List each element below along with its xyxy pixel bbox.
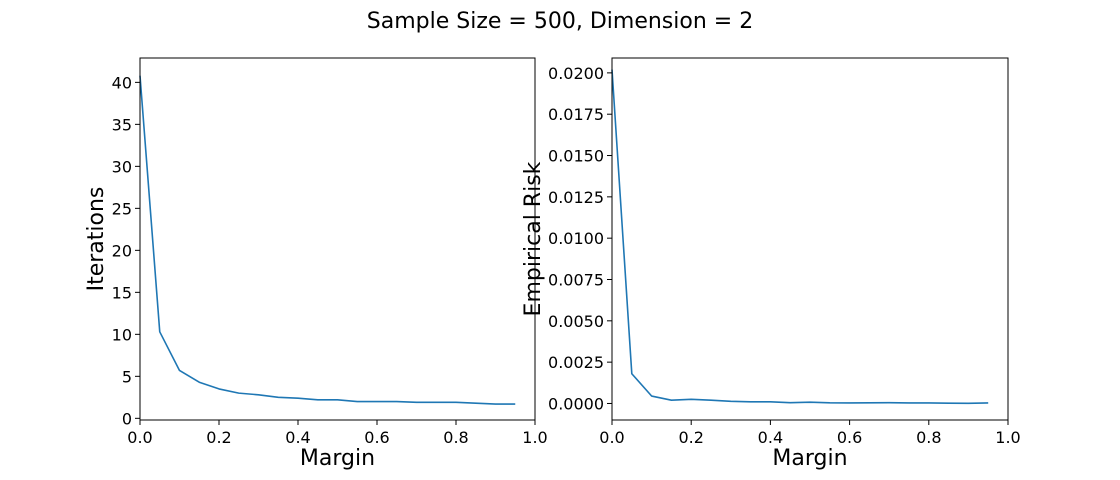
y-tick-label: 35 <box>112 115 132 134</box>
y-tick-label: 10 <box>112 325 132 344</box>
x-tick-label: 0.6 <box>364 428 389 447</box>
y-tick-label: 5 <box>122 367 132 386</box>
x-tick-label: 0.2 <box>206 428 231 447</box>
y-tick-label: 0.0075 <box>548 270 604 289</box>
axes-frame <box>139 57 536 421</box>
y-tick-label: 25 <box>112 199 132 218</box>
figure-suptitle: Sample Size = 500, Dimension = 2 <box>367 9 753 34</box>
y-axis-label: Empirical Risk <box>521 161 546 316</box>
x-tick-label: 1.0 <box>522 428 547 447</box>
x-tick-label: 0.0 <box>599 428 624 447</box>
x-axis-label: Margin <box>300 446 375 471</box>
x-tick-label: 1.0 <box>995 428 1020 447</box>
y-tick-label: 40 <box>112 73 132 92</box>
x-tick-label: 0.4 <box>285 428 310 447</box>
x-axis-label: Margin <box>772 446 847 471</box>
axes-frame <box>611 57 1009 421</box>
y-tick-label: 0.0200 <box>548 64 604 83</box>
y-tick-label: 0.0050 <box>548 312 604 331</box>
y-tick-label: 0.0125 <box>548 188 604 207</box>
y-tick-label: 0.0175 <box>548 105 604 124</box>
y-tick-label: 0.0025 <box>548 353 604 372</box>
x-tick-label: 0.4 <box>758 428 783 447</box>
right-chart-empirical-risk: 0.0 0.2 0.4 0.6 0.8 1.00.00000.00250.00500.00… <box>521 57 1021 471</box>
y-tick-label: 20 <box>112 241 132 260</box>
left-chart-iterations: 0.0 0.2 0.4 0.6 0.8 1.0 0 5 10 15 20 25 30 35 40 Margin… <box>84 57 548 471</box>
series-line <box>139 75 516 405</box>
y-axis-label: Iterations <box>84 187 109 292</box>
x-tick-label: 0.2 <box>678 428 703 447</box>
series-line <box>611 69 989 405</box>
x-tick-label: 0.8 <box>916 428 941 447</box>
x-tick-label: 0.8 <box>443 428 468 447</box>
x-tick-label: 0.6 <box>837 428 862 447</box>
y-tick-label: 0 <box>122 409 132 428</box>
x-tick-label: 0.0 <box>127 428 152 447</box>
y-tick-label: 0.0000 <box>548 394 604 413</box>
y-tick-label: 30 <box>112 157 132 176</box>
y-tick-label: 0.0150 <box>548 147 604 166</box>
y-tick-label: 15 <box>112 283 132 302</box>
y-tick-label: 0.0100 <box>548 229 604 248</box>
